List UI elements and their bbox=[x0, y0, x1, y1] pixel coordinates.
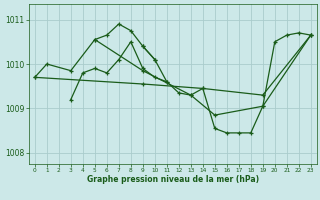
X-axis label: Graphe pression niveau de la mer (hPa): Graphe pression niveau de la mer (hPa) bbox=[87, 175, 259, 184]
